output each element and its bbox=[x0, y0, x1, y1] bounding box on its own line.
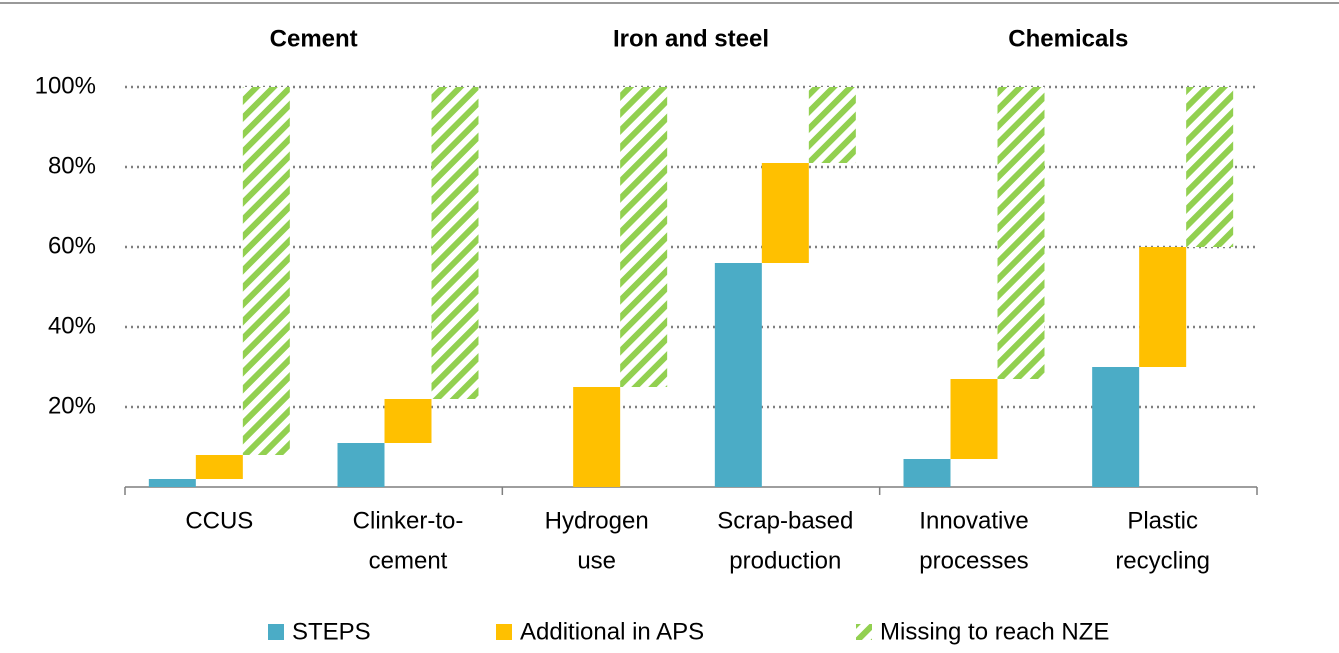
bar-segment bbox=[242, 87, 290, 455]
x-tick-label: Plastic bbox=[1127, 507, 1198, 534]
group-label: Chemicals bbox=[1008, 25, 1128, 52]
x-tick-label: recycling bbox=[1115, 547, 1210, 574]
legend-swatch bbox=[268, 624, 284, 640]
bar-segment bbox=[573, 387, 621, 487]
x-tick-label: processes bbox=[919, 547, 1028, 574]
x-tick-label: Hydrogen bbox=[545, 507, 649, 534]
x-tick-label: Scrap-based bbox=[717, 507, 853, 534]
group-label: Iron and steel bbox=[613, 25, 769, 52]
x-tick-label: use bbox=[577, 547, 616, 574]
y-tick-label: 100% bbox=[35, 72, 96, 99]
x-tick-label: cement bbox=[369, 547, 448, 574]
bar-segment bbox=[808, 87, 856, 163]
bar-segment bbox=[148, 479, 196, 487]
bar-segment bbox=[714, 263, 762, 487]
legend-label: Missing to reach NZE bbox=[880, 618, 1109, 645]
bar-segment bbox=[950, 379, 998, 459]
y-tick-label: 60% bbox=[48, 232, 96, 259]
x-tick-label: Clinker-to- bbox=[353, 507, 464, 534]
bar-segment bbox=[195, 455, 243, 479]
y-tick-label: 80% bbox=[48, 152, 96, 179]
bar-segment bbox=[1139, 247, 1187, 367]
bar-segment bbox=[337, 443, 385, 487]
bar-segment bbox=[1186, 87, 1234, 247]
legend-label: STEPS bbox=[292, 618, 371, 645]
legend-swatch bbox=[856, 624, 872, 640]
bar-segment bbox=[431, 87, 479, 399]
bar-segment bbox=[761, 163, 809, 263]
bar-segment bbox=[1092, 367, 1140, 487]
legend-swatch bbox=[496, 624, 512, 640]
legend-label: Additional in APS bbox=[520, 618, 704, 645]
y-tick-label: 20% bbox=[48, 392, 96, 419]
x-tick-label: Innovative bbox=[919, 507, 1028, 534]
bar-segment bbox=[620, 87, 668, 387]
y-tick-label: 40% bbox=[48, 312, 96, 339]
group-label: Cement bbox=[270, 25, 358, 52]
x-tick-label: production bbox=[729, 547, 841, 574]
bar-segment bbox=[384, 399, 432, 443]
bar-segment bbox=[997, 87, 1045, 379]
x-tick-label: CCUS bbox=[185, 507, 253, 534]
bar-segment bbox=[903, 459, 951, 487]
